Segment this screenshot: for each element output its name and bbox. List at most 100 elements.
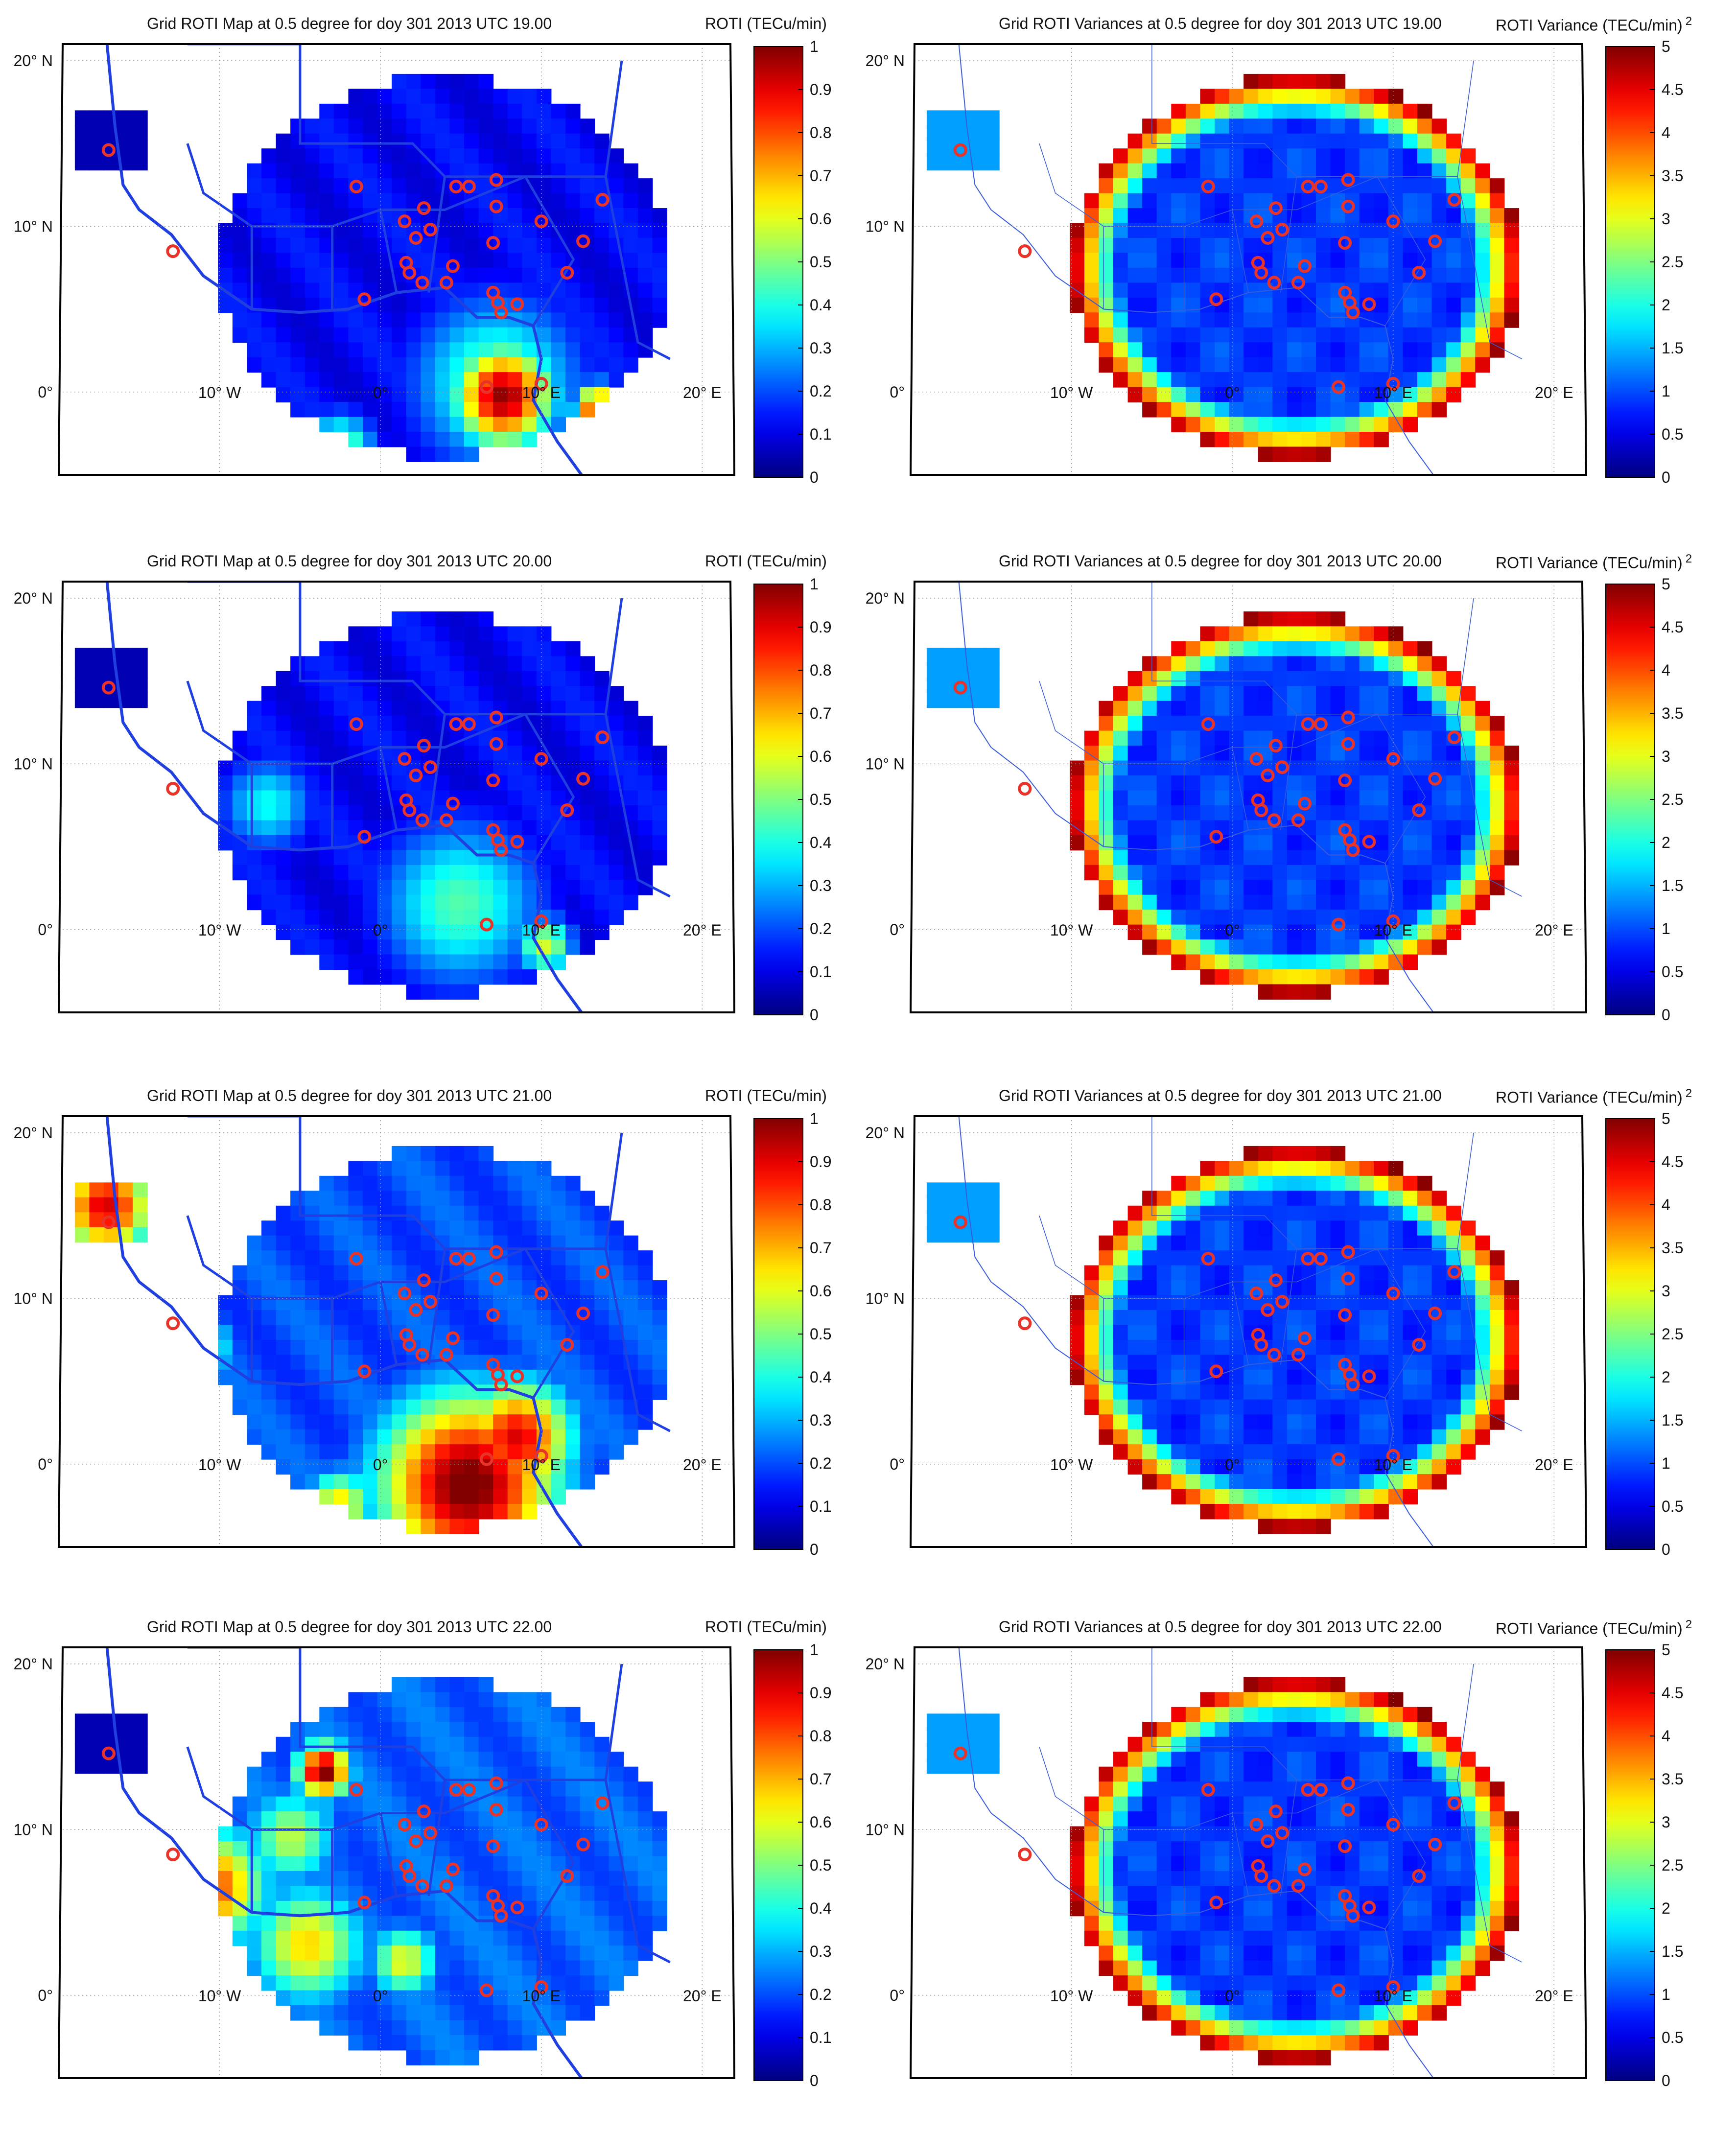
heatmap-cell [1215, 969, 1230, 984]
heatmap-cell [464, 268, 479, 283]
heatmap-cell [1490, 775, 1505, 791]
heatmap-cell [363, 955, 378, 970]
heatmap-cell [551, 850, 566, 865]
heatmap-cell [479, 1722, 494, 1737]
colorbar-tick-label: 3.5 [1662, 704, 1683, 722]
heatmap-cell [435, 1146, 450, 1161]
heatmap-cell [1229, 1474, 1244, 1489]
heatmap-cell [449, 1961, 465, 1976]
heatmap-cell [435, 2020, 450, 2036]
heatmap-cell [348, 1295, 363, 1311]
heatmap-cell [1258, 1519, 1273, 1534]
heatmap-cell [1113, 1265, 1128, 1281]
heatmap-cell [406, 910, 422, 925]
heatmap-cell [1446, 342, 1461, 357]
heatmap-cell [1301, 1295, 1316, 1311]
heatmap-cell [1142, 925, 1157, 940]
heatmap-cell [1417, 746, 1432, 761]
heatmap-cell [1128, 312, 1143, 328]
heatmap-cell [363, 626, 378, 641]
heatmap-cell [1388, 1191, 1404, 1206]
heatmap-cell [1417, 939, 1432, 955]
heatmap-cell [348, 148, 363, 164]
heatmap-cell [1272, 835, 1288, 850]
colorbar-tick-label: 0.1 [810, 963, 831, 981]
heatmap-cell [1229, 805, 1244, 820]
heatmap-cell [363, 1384, 378, 1400]
heatmap-cell [276, 1310, 291, 1325]
heatmap-cell [522, 761, 537, 776]
heatmap-cell [638, 328, 653, 343]
heatmap-cell [1301, 1400, 1316, 1415]
heatmap-cell [522, 2020, 537, 2036]
heatmap-cell [493, 805, 508, 820]
heatmap-cell [1099, 835, 1114, 850]
heatmap-cell [1331, 1384, 1346, 1400]
heatmap-cell [276, 880, 291, 895]
heatmap-cell [406, 939, 422, 955]
heatmap-cell [247, 1945, 262, 1961]
colorbar-tick-label: 1.5 [1662, 339, 1683, 357]
heatmap-cell [1243, 939, 1259, 955]
heatmap-cell [406, 387, 422, 402]
heatmap-cell [1258, 969, 1273, 984]
heatmap-cell [1316, 820, 1331, 835]
heatmap-cell [247, 1931, 262, 1946]
heatmap-cell [479, 89, 494, 104]
heatmap-cell [1272, 880, 1288, 895]
heatmap-cell [1331, 1310, 1346, 1325]
heatmap-cell [1142, 686, 1157, 701]
heatmap-cell [377, 969, 393, 984]
heatmap-cell [638, 1841, 653, 1856]
heatmap-cell [638, 268, 653, 283]
heatmap-cell [1272, 74, 1288, 89]
heatmap-cell [247, 238, 262, 253]
heatmap-cell [261, 1400, 277, 1415]
heatmap-cell [1272, 148, 1288, 164]
heatmap-cell [247, 1250, 262, 1265]
heatmap-cell [508, 1991, 523, 2006]
heatmap-cell [551, 671, 566, 686]
heatmap-cell [363, 850, 378, 865]
heatmap-cell [1113, 178, 1128, 193]
heatmap-cell [247, 1384, 262, 1400]
colorbar-tick-label: 0 [1662, 469, 1670, 486]
heatmap-cell [392, 1841, 407, 1856]
heatmap-cell [348, 238, 363, 253]
heatmap-cell [493, 1504, 508, 1519]
heatmap-cell [363, 656, 378, 671]
heatmap-cell [1142, 746, 1157, 761]
heatmap-cell [1113, 775, 1128, 791]
heatmap-cell [449, 1191, 465, 1206]
heatmap-cell [377, 1191, 393, 1206]
heatmap-cell [1287, 1146, 1302, 1161]
heatmap-cell [493, 1841, 508, 1856]
heatmap-cell [1432, 805, 1447, 820]
heatmap-cell [348, 1161, 363, 1176]
heatmap-cell [1374, 790, 1389, 805]
heatmap-cell [1475, 1414, 1490, 1429]
heatmap-cell [348, 1191, 363, 1206]
heatmap-cell [1099, 238, 1114, 253]
heatmap-cell [551, 417, 566, 432]
heatmap-cell [1200, 1504, 1215, 1519]
heatmap-cell [522, 1737, 537, 1752]
heatmap-cell [594, 1444, 610, 1459]
heatmap-cell [1258, 148, 1273, 164]
heatmap-cell [580, 1384, 595, 1400]
lat-tick-label: 0° [890, 383, 905, 401]
heatmap-cell [1229, 1250, 1244, 1265]
heatmap-cell [1084, 1265, 1100, 1281]
heatmap-cell [449, 1206, 465, 1221]
heatmap-cell [421, 716, 436, 731]
heatmap-cell [479, 268, 494, 283]
heatmap-cell [1128, 850, 1143, 865]
heatmap-cell [305, 1220, 320, 1236]
heatmap-cell [1461, 372, 1476, 387]
heatmap-cell [1301, 939, 1316, 955]
heatmap-cell [363, 1722, 378, 1737]
heatmap-cell [565, 656, 581, 671]
heatmap-cell [1229, 701, 1244, 716]
heatmap-cell [464, 148, 479, 164]
heatmap-cell [1374, 178, 1389, 193]
